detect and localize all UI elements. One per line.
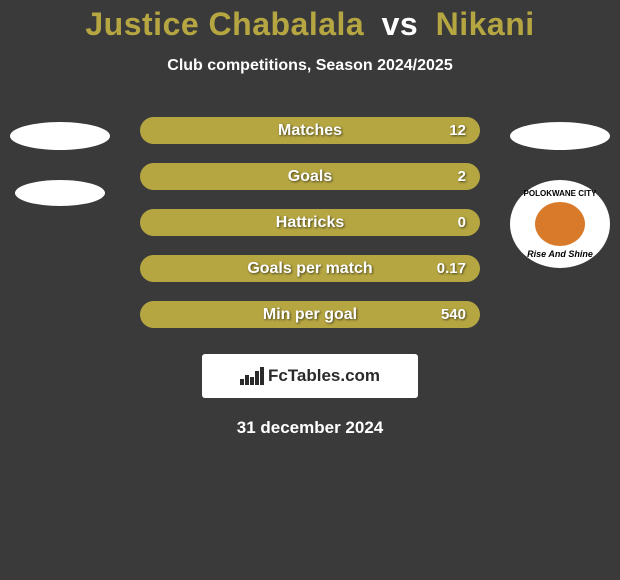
right-badges: POLOKWANE CITY Rise And Shine	[510, 122, 610, 268]
player-2-name: Nikani	[436, 6, 535, 42]
stats-container: Matches 12 Goals 2 Hattricks 0 Goals per…	[140, 117, 480, 328]
stat-value: 12	[449, 122, 466, 139]
team-badge-left-1	[10, 122, 110, 150]
stat-label: Goals	[288, 168, 332, 186]
stat-row-hattricks: Hattricks 0	[140, 209, 480, 236]
stat-row-goals: Goals 2	[140, 163, 480, 190]
team-badge-right-1	[510, 122, 610, 150]
fctables-logo-box: FcTables.com	[202, 354, 418, 398]
club-badge-top-text: POLOKWANE CITY	[524, 189, 597, 198]
stat-row-matches: Matches 12	[140, 117, 480, 144]
bar-chart-icon	[240, 367, 264, 385]
stat-row-min-per-goal: Min per goal 540	[140, 301, 480, 328]
stat-value: 0	[458, 214, 466, 231]
club-badge-bottom-text: Rise And Shine	[527, 249, 593, 259]
stat-row-goals-per-match: Goals per match 0.17	[140, 255, 480, 282]
stat-value: 0.17	[437, 260, 466, 277]
comparison-title: Justice Chabalala vs Nikani	[0, 0, 620, 43]
stat-label: Goals per match	[247, 260, 372, 278]
team-badge-left-2	[15, 180, 105, 206]
player-1-name: Justice Chabalala	[85, 6, 364, 42]
stat-label: Min per goal	[263, 306, 357, 324]
brand-text: FcTables.com	[268, 366, 380, 386]
stat-value: 2	[458, 168, 466, 185]
stat-value: 540	[441, 306, 466, 323]
stat-label: Hattricks	[276, 214, 344, 232]
club-badge-polokwane: POLOKWANE CITY Rise And Shine	[510, 180, 610, 268]
stat-label: Matches	[278, 122, 342, 140]
club-badge-center	[535, 202, 585, 246]
vs-separator: vs	[382, 6, 419, 42]
subtitle: Club competitions, Season 2024/2025	[0, 57, 620, 75]
left-badges	[10, 122, 110, 206]
date-text: 31 december 2024	[0, 418, 620, 438]
